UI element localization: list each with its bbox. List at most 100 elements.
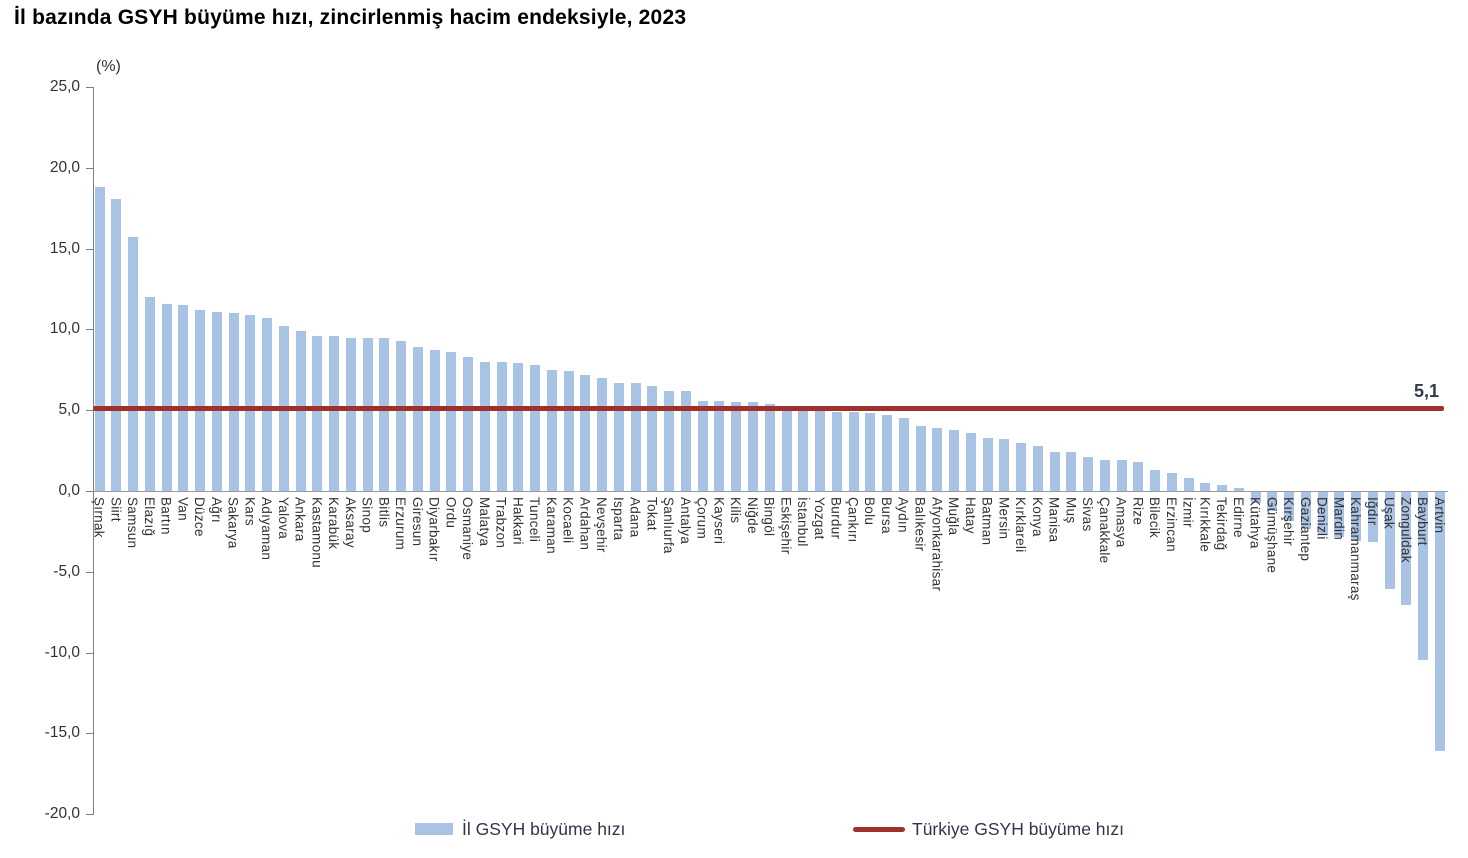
bar-malatya: [479, 361, 490, 491]
x-label-niğde: Niğde: [744, 497, 760, 534]
x-label-bartın: Bartın: [158, 497, 174, 535]
x-label-bayburt: Bayburt: [1415, 497, 1431, 546]
bar-çorum: [697, 400, 708, 491]
x-label-bilecik: Bilecik: [1147, 497, 1163, 539]
bar-i̇stanbul: [798, 410, 809, 491]
bar-kırıkkale: [1200, 482, 1211, 491]
bar-balıkesir: [915, 426, 926, 491]
x-label-düzce: Düzce: [192, 497, 207, 537]
x-label-iğdır: Iğdır: [1364, 497, 1380, 526]
bar-ardahan: [580, 374, 591, 491]
x-label-erzurum: Erzurum: [393, 497, 409, 551]
bar-kahramanmaraş: [1351, 492, 1362, 541]
y-axis-tick: [86, 248, 93, 250]
legend-item-province: İl GSYH büyüme hızı: [415, 816, 625, 842]
x-label-artvin: Artvin: [1431, 497, 1447, 534]
bar-antalya: [680, 390, 691, 491]
x-label-karaman: Karaman: [543, 497, 559, 554]
x-label-hatay: Hatay: [962, 497, 978, 534]
x-label-afyonkarahisar: Afyonkarahisar: [929, 497, 945, 592]
bar-muş: [1066, 452, 1077, 491]
y-axis-tick: [86, 329, 93, 331]
x-label-mardin: Mardin: [1331, 497, 1347, 541]
bar-denizli: [1317, 492, 1328, 534]
x-label-konya: Konya: [1029, 497, 1045, 537]
x-label-elazığ: Elazığ: [141, 497, 157, 537]
x-label-çorum: Çorum: [694, 497, 710, 540]
x-label-kars: Kars: [242, 497, 258, 526]
x-label-gümüşhane: Gümüşhane: [1264, 497, 1280, 574]
x-label-nevşehir: Nevşehir: [594, 497, 610, 553]
x-label-çankırı: Çankırı: [845, 497, 861, 543]
bar-aydın: [898, 418, 909, 491]
x-label-uşak: Uşak: [1381, 497, 1397, 529]
x-label-giresun: Giresun: [409, 497, 425, 547]
line-swatch-icon: [853, 826, 905, 832]
bar-bingöl: [764, 403, 775, 491]
x-label-isparta: Isparta: [610, 497, 626, 541]
x-label-bitlis: Bitlis: [376, 497, 392, 528]
x-label-ordu: Ordu: [443, 497, 459, 529]
x-label-van: Van: [175, 497, 191, 521]
bar-hakkari: [513, 363, 524, 491]
bar-samsun: [128, 237, 138, 491]
bar-sivas: [1083, 457, 1093, 491]
x-label-mersin: Mersin: [996, 497, 1012, 540]
bar-kars: [245, 314, 256, 491]
bar-manisa: [1049, 452, 1060, 491]
x-label-şanlıurfa: Şanlıurfa: [661, 497, 677, 554]
y-tick-label: 0,0: [58, 482, 80, 499]
bar-edirne: [1233, 487, 1244, 491]
x-label-sakarya: Sakarya: [225, 497, 241, 549]
bar-kırklareli: [1016, 442, 1026, 491]
legend-item-turkiye: Türkiye GSYH büyüme hızı: [853, 816, 1124, 842]
turkiye-reference-line: [93, 406, 1444, 412]
bar-iğdır: [1367, 492, 1378, 543]
bar-diyarbakır: [429, 350, 440, 491]
x-label-trabzon: Trabzon: [493, 497, 509, 549]
x-label-denizli: Denizli: [1314, 497, 1330, 540]
x-label-kırklareli: Kırklareli: [1013, 497, 1028, 553]
bar-aksaray: [345, 337, 356, 491]
bar-niğde: [747, 402, 758, 491]
bar-tunceli: [530, 365, 541, 491]
bar-gümüşhane: [1267, 492, 1278, 512]
x-label-kocaeli: Kocaeli: [560, 497, 576, 544]
bar-siirt: [111, 198, 122, 491]
x-label-edirne: Edirne: [1230, 497, 1246, 538]
x-label-kayseri: Kayseri: [711, 497, 727, 545]
bar-gaziantep: [1300, 492, 1311, 530]
y-tick-label: 5,0: [58, 401, 80, 419]
x-label-erzincan: Erzincan: [1163, 497, 1179, 552]
bar-hatay: [965, 432, 976, 491]
x-label-eskişehir: Eskişehir: [778, 497, 794, 555]
bar-swatch-icon: [415, 823, 453, 835]
bar-ağrı: [211, 311, 222, 491]
y-axis-unit-label: (%): [96, 58, 121, 75]
x-label-i̇stanbul: İstanbul: [795, 497, 811, 547]
bar-giresun: [412, 347, 423, 491]
x-label-karabük: Karabük: [326, 497, 342, 550]
bar-bartın: [161, 303, 172, 491]
x-label-ankara: Ankara: [292, 497, 308, 542]
x-label-şırnak: Şırnak: [91, 497, 107, 538]
x-label-amasya: Amasya: [1113, 497, 1129, 548]
bar-van: [178, 305, 189, 491]
bar-kayseri: [714, 400, 725, 491]
x-label-yalova: Yalova: [275, 497, 291, 540]
bar-adıyaman: [262, 318, 272, 491]
reference-line-value: 5,1: [1414, 380, 1440, 401]
x-label-adıyaman: Adıyaman: [259, 497, 274, 561]
chart-title: İl bazında GSYH büyüme hızı, zincirlenmi…: [14, 6, 687, 29]
x-label-gaziantep: Gaziantep: [1297, 497, 1313, 562]
x-label-siirt: Siirt: [108, 497, 124, 522]
bar-bolu: [865, 413, 876, 491]
bar-bayburt: [1418, 492, 1429, 661]
bar-mersin: [999, 439, 1010, 491]
bar-şanlıurfa: [664, 390, 675, 491]
x-label-sinop: Sinop: [359, 497, 375, 534]
bar-şırnak: [94, 187, 105, 491]
x-label-antalya: Antalya: [677, 497, 693, 545]
bar-karabük: [329, 335, 340, 491]
y-tick-label: -20,0: [44, 805, 80, 823]
